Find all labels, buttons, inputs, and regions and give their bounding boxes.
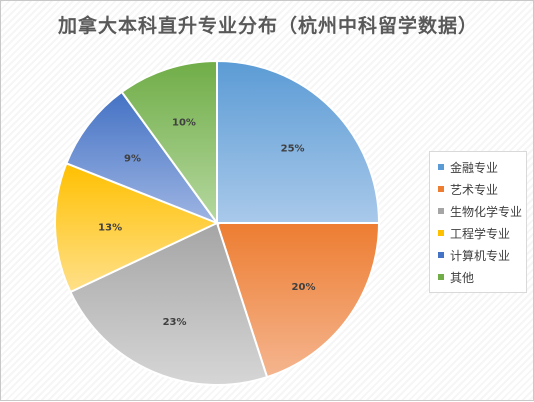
legend-swatch	[438, 274, 444, 280]
legend-swatch	[438, 230, 444, 236]
legend-label: 计算机专业	[450, 248, 511, 263]
slice-data-label: 13%	[98, 222, 122, 233]
pie-slice-6	[120, 59, 218, 227]
chart-legend: 金融专业艺术专业生物化学专业 工程学专业计算机专业其他	[429, 151, 527, 293]
legend-label: 其他	[450, 270, 475, 285]
legend-item: 工程学专业	[438, 224, 510, 242]
slice-data-label: 23%	[163, 317, 187, 328]
slice-data-label: 9%	[124, 153, 141, 164]
legend-swatch	[438, 252, 444, 258]
pie-slice-5	[65, 90, 220, 226]
legend-item: 金融专业	[438, 158, 498, 176]
legend-label: 生物化学专业	[450, 204, 523, 219]
pie-slice-2	[215, 222, 381, 379]
legend-swatch	[438, 164, 444, 170]
legend-item: 生物化学专业	[438, 202, 522, 220]
legend-label: 工程学专业	[450, 226, 511, 241]
legend-item: 艺术专业	[438, 180, 498, 198]
slice-data-label: 10%	[172, 117, 196, 128]
legend-label: 艺术专业	[450, 182, 499, 197]
pie-slice-3	[69, 221, 269, 386]
slice-data-label: 25%	[281, 143, 305, 154]
legend-item: 计算机专业	[438, 246, 510, 264]
legend-swatch	[438, 208, 444, 214]
legend-label: 金融专业	[450, 160, 499, 175]
legend-item: 其他	[438, 268, 474, 286]
slice-data-label: 20%	[292, 282, 316, 293]
legend-swatch	[438, 186, 444, 192]
pie-slice-1	[216, 59, 381, 224]
chart-title: 加拿大本科直升专业分布（杭州中科留学数据）	[57, 15, 478, 37]
pie-slice-4	[54, 162, 220, 294]
